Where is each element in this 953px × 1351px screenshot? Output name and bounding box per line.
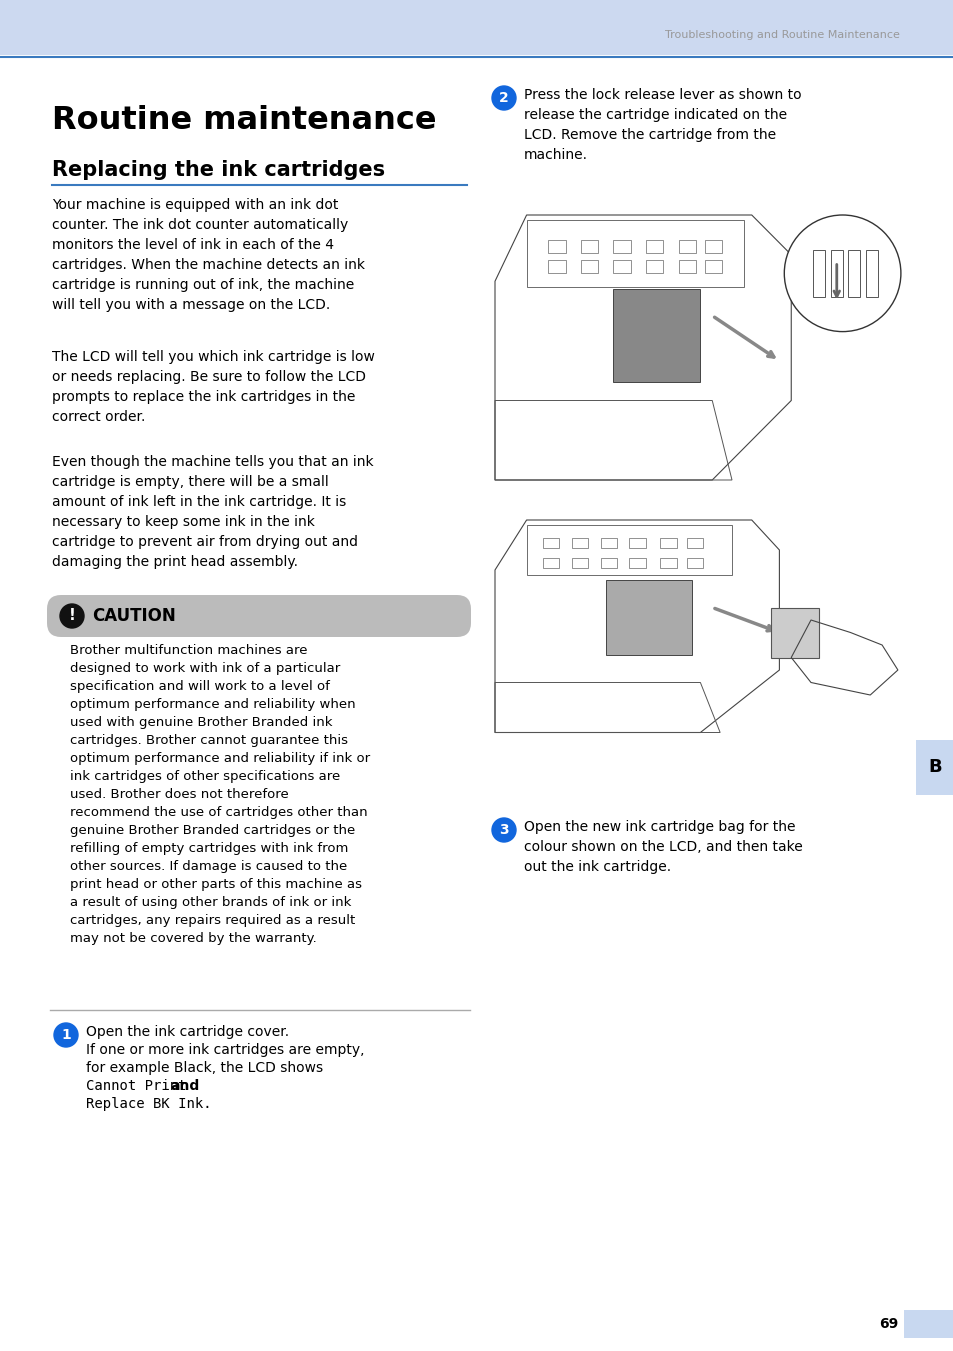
- Bar: [571, 558, 588, 567]
- Circle shape: [492, 86, 516, 109]
- Bar: [704, 259, 721, 273]
- Bar: [605, 580, 692, 655]
- Text: Open the ink cartridge cover.: Open the ink cartridge cover.: [86, 1025, 289, 1039]
- Text: The LCD will tell you which ink cartridge is low
or needs replacing. Be sure to : The LCD will tell you which ink cartridg…: [52, 350, 375, 424]
- Bar: [659, 538, 676, 547]
- Bar: [580, 240, 598, 254]
- Bar: [613, 240, 630, 254]
- Bar: [571, 538, 588, 547]
- Bar: [600, 558, 617, 567]
- Bar: [629, 558, 645, 567]
- Bar: [678, 240, 696, 254]
- Bar: [847, 250, 860, 297]
- Text: 3: 3: [498, 823, 508, 838]
- Text: Even though the machine tells you that an ink
cartridge is empty, there will be : Even though the machine tells you that a…: [52, 455, 374, 569]
- Bar: [686, 558, 702, 567]
- Bar: [659, 558, 676, 567]
- Text: Replacing the ink cartridges: Replacing the ink cartridges: [52, 159, 385, 180]
- Text: Brother multifunction machines are
designed to work with ink of a particular
spe: Brother multifunction machines are desig…: [70, 644, 370, 944]
- FancyBboxPatch shape: [47, 594, 471, 638]
- Bar: [0, 0, 953, 55]
- Bar: [678, 259, 696, 273]
- Text: !: !: [69, 608, 75, 624]
- Text: Cannot Print: Cannot Print: [86, 1079, 186, 1093]
- Text: for example Black, the LCD shows: for example Black, the LCD shows: [86, 1061, 323, 1075]
- Circle shape: [54, 1023, 78, 1047]
- Text: Open the new ink cartridge bag for the
colour shown on the LCD, and then take
ou: Open the new ink cartridge bag for the c…: [523, 820, 801, 874]
- Bar: [580, 259, 598, 273]
- Circle shape: [492, 817, 516, 842]
- Text: Replace BK Ink.: Replace BK Ink.: [86, 1097, 212, 1111]
- Bar: [548, 259, 565, 273]
- Bar: [613, 289, 700, 382]
- Circle shape: [60, 604, 84, 628]
- Circle shape: [783, 215, 900, 331]
- Text: 69: 69: [878, 1317, 897, 1331]
- Bar: [645, 259, 662, 273]
- Bar: [526, 526, 731, 576]
- Text: Troubleshooting and Routine Maintenance: Troubleshooting and Routine Maintenance: [664, 30, 899, 41]
- Bar: [903, 1310, 953, 1337]
- Bar: [600, 538, 617, 547]
- Bar: [915, 740, 953, 794]
- Bar: [629, 538, 645, 547]
- Text: 2: 2: [498, 91, 508, 105]
- Text: B: B: [927, 758, 941, 777]
- Bar: [813, 250, 824, 297]
- Bar: [613, 259, 630, 273]
- Bar: [771, 608, 818, 658]
- Text: 1: 1: [61, 1028, 71, 1042]
- Bar: [526, 220, 743, 286]
- Text: Press the lock release lever as shown to
release the cartridge indicated on the
: Press the lock release lever as shown to…: [523, 88, 801, 162]
- Bar: [830, 250, 841, 297]
- Bar: [542, 558, 558, 567]
- Bar: [704, 240, 721, 254]
- Text: CAUTION: CAUTION: [91, 607, 175, 626]
- Text: and: and: [170, 1079, 199, 1093]
- Bar: [645, 240, 662, 254]
- Bar: [542, 538, 558, 547]
- Text: If one or more ink cartridges are empty,: If one or more ink cartridges are empty,: [86, 1043, 364, 1056]
- Bar: [865, 250, 877, 297]
- Text: Routine maintenance: Routine maintenance: [52, 105, 436, 136]
- Bar: [548, 240, 565, 254]
- Bar: [686, 538, 702, 547]
- Text: Your machine is equipped with an ink dot
counter. The ink dot counter automatica: Your machine is equipped with an ink dot…: [52, 199, 365, 312]
